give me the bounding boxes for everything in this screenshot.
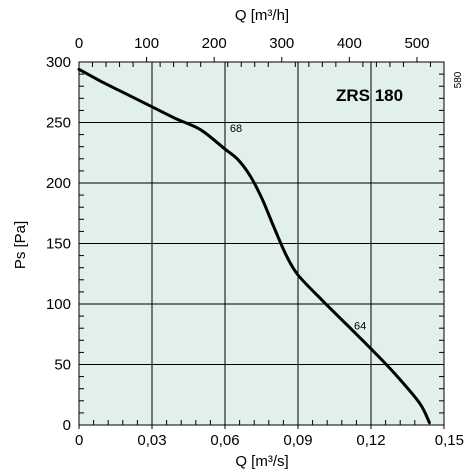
y-tick-label: 100 bbox=[46, 296, 71, 313]
curve-annotation-1: 64 bbox=[354, 320, 366, 332]
x-tick-label: 0,12 bbox=[356, 432, 385, 449]
y-tick-label: 150 bbox=[46, 236, 71, 253]
grid bbox=[78, 61, 445, 426]
x2-tick-label: 400 bbox=[337, 35, 362, 52]
x2-tick-label: 500 bbox=[404, 35, 429, 52]
x-tick-label: 0,15 bbox=[435, 432, 464, 449]
y-tick-label: 0 bbox=[63, 417, 71, 434]
x2-tick-label: 0 bbox=[75, 35, 83, 52]
x-tick-label: 0,06 bbox=[210, 432, 239, 449]
side-label: 580 bbox=[453, 71, 464, 88]
x-tick-label: 0,09 bbox=[283, 432, 312, 449]
curve-layer bbox=[77, 67, 431, 425]
model-label: ZRS 180 bbox=[336, 86, 403, 105]
x2-tick-label: 100 bbox=[134, 35, 159, 52]
y-tick-label: 50 bbox=[54, 357, 71, 374]
y-axis-label: Ps [Pa] bbox=[12, 221, 29, 269]
x2-tick-label: 300 bbox=[269, 35, 294, 52]
x-axis-label: Q [m³/s] bbox=[235, 453, 288, 470]
curve-annotation-0: 68 bbox=[230, 123, 242, 135]
y-tick-label: 300 bbox=[46, 54, 71, 71]
x-tick-label: 0 bbox=[75, 432, 83, 449]
minor-ticks bbox=[78, 57, 445, 429]
series-line-0 bbox=[77, 67, 431, 425]
x2-axis-label: Q [m³/h] bbox=[235, 7, 289, 24]
x-tick-label: 0,03 bbox=[137, 432, 166, 449]
x2-tick-label: 200 bbox=[202, 35, 227, 52]
y-tick-label: 200 bbox=[46, 175, 71, 192]
tick-labels: 0 0,03 0,06 0,09 0,12 0,150501001502002503000… bbox=[46, 35, 464, 449]
plot-frame bbox=[78, 61, 445, 426]
y-tick-label: 250 bbox=[46, 115, 71, 132]
